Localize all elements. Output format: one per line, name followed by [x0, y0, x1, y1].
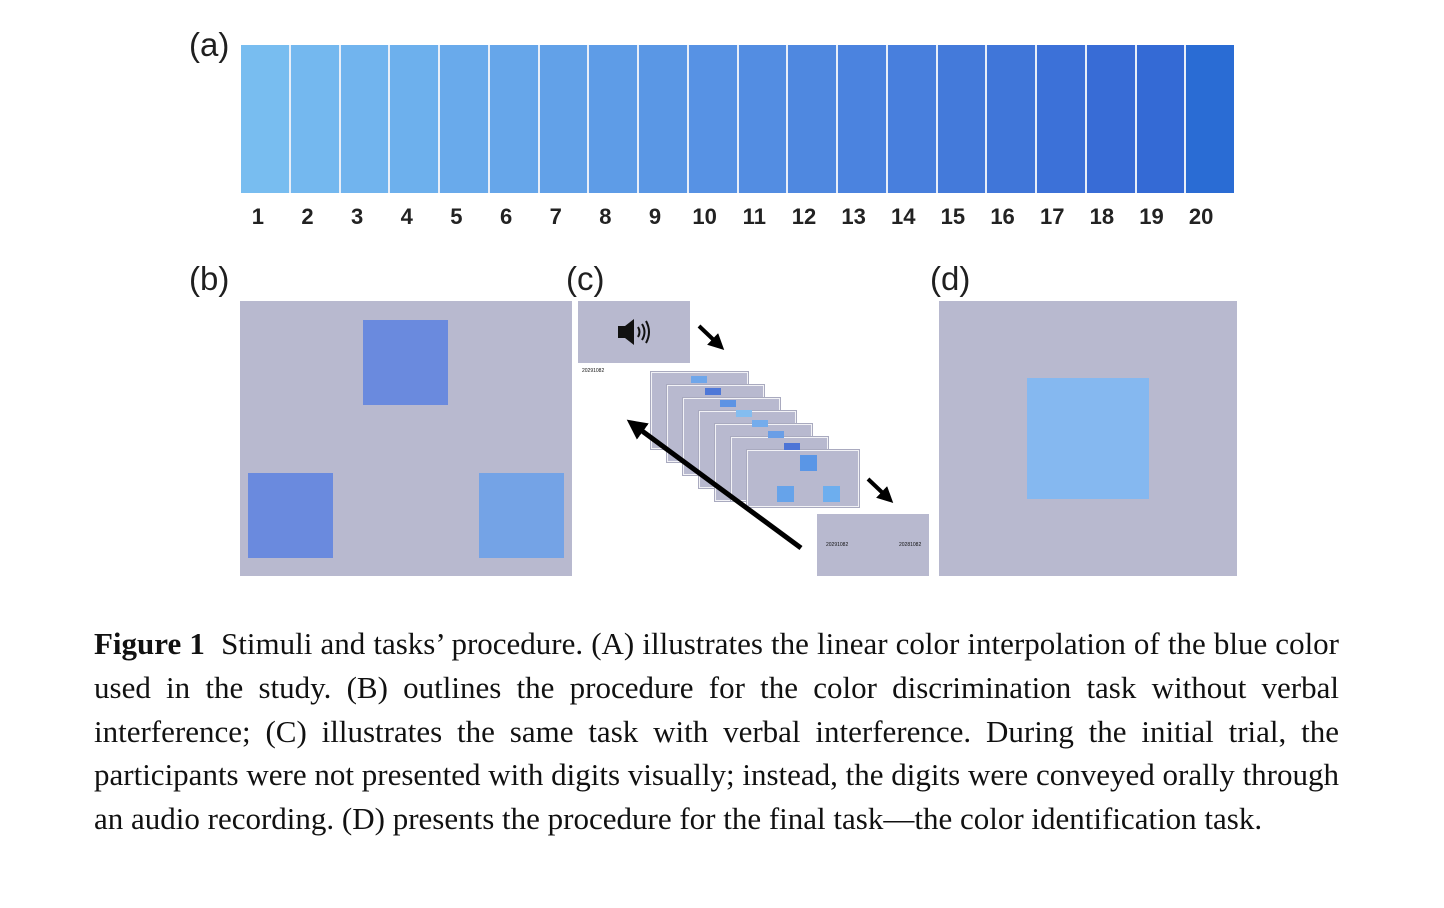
palette-tick-15: 15	[940, 204, 966, 229]
palette-tick-10: 10	[692, 204, 717, 229]
palette-swatch-17	[1037, 45, 1087, 193]
palette-tick-19: 19	[1139, 204, 1164, 229]
palette-swatch-3	[340, 45, 391, 193]
sequence-square	[768, 431, 784, 438]
palette-tick-2: 2	[301, 204, 314, 229]
speaker-icon	[618, 319, 650, 345]
caption-label: Figure 1	[94, 626, 205, 661]
palette-tick-8: 8	[599, 204, 612, 229]
palette-tick-20: 20	[1188, 204, 1214, 229]
palette-swatch-5	[440, 45, 490, 193]
stimulus-square-right	[479, 473, 564, 558]
sequence-square	[705, 388, 721, 395]
palette-tick-11: 11	[742, 204, 766, 229]
figure-caption: Figure 1 Stimuli and tasks’ procedure. (…	[94, 622, 1339, 841]
palette-tick-12: 12	[791, 204, 817, 229]
identification-stimulus	[939, 301, 1237, 576]
palette-swatch-13	[838, 45, 888, 193]
palette-swatch-9	[639, 45, 689, 193]
palette-swatch-18	[1086, 45, 1137, 193]
palette-tick-5: 5	[450, 204, 463, 229]
palette-swatch-19	[1136, 45, 1187, 193]
discrimination-stimulus	[240, 301, 572, 576]
arrow-to-recall	[866, 477, 894, 503]
sequence-square	[800, 455, 817, 471]
digit-recall-screen: 20291082 20281082	[817, 514, 929, 576]
palette-swatch-10	[688, 45, 739, 193]
panel-label-c: (c)	[566, 260, 605, 297]
sequence-square	[823, 486, 840, 502]
sequence-square	[752, 420, 768, 427]
digits-label-bottom-right: 20281082	[899, 542, 922, 548]
palette-tick-16: 16	[990, 204, 1015, 229]
stimulus-square-left	[248, 473, 333, 558]
panel-label-b: (b)	[189, 260, 230, 297]
palette-tick-7: 7	[549, 204, 562, 229]
palette-swatch-15	[937, 45, 988, 193]
palette-tick-9: 9	[648, 204, 662, 229]
palette-swatch-4	[390, 45, 440, 193]
color-palette	[241, 45, 1234, 193]
palette-swatch-16	[987, 45, 1037, 193]
palette-swatch-6	[489, 45, 540, 193]
palette-tick-1: 1	[251, 204, 264, 229]
digits-label-bottom-left: 20291082	[826, 542, 849, 548]
palette-tick-17: 17	[1039, 204, 1065, 229]
palette-swatch-1	[241, 45, 291, 193]
palette-swatch-2	[290, 45, 341, 193]
sequence-square	[720, 400, 736, 407]
caption-text: Stimuli and tasks’ procedure. (A) illust…	[94, 626, 1340, 837]
palette-swatch-11	[738, 45, 789, 193]
digits-label-top: 20291082	[582, 368, 605, 374]
audio-screen	[578, 301, 690, 363]
sequence-square	[784, 443, 800, 450]
palette-tick-4: 4	[400, 204, 413, 229]
sequence-square	[777, 486, 794, 502]
palette-swatch-12	[788, 45, 838, 193]
palette-swatch-14	[887, 45, 938, 193]
panel-label-d: (d)	[930, 260, 971, 297]
palette-swatch-8	[589, 45, 639, 193]
target-square	[1027, 378, 1149, 499]
palette-tick-13: 13	[841, 204, 866, 229]
palette-tick-3: 3	[351, 204, 364, 229]
sequence-square	[691, 376, 707, 383]
stimulus-square-top	[363, 320, 448, 405]
sequence-square	[736, 410, 752, 417]
palette-swatch-7	[539, 45, 590, 193]
panel-label-a: (a)	[189, 26, 230, 63]
palette-tick-14: 14	[891, 204, 916, 229]
arrow-to-sequence	[697, 324, 725, 350]
palette-tick-6: 6	[499, 204, 513, 229]
palette-tick-18: 18	[1089, 204, 1115, 229]
palette-swatch-20	[1186, 45, 1234, 193]
